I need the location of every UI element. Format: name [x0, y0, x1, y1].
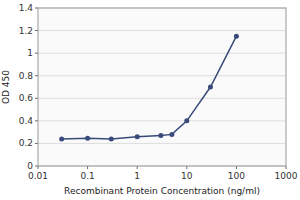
grid-line — [38, 120, 286, 121]
line — [62, 36, 237, 139]
point — [59, 136, 64, 141]
x-tick-label: 0.1 — [80, 171, 94, 181]
y-tick-label: 0.6 — [19, 93, 34, 103]
point — [169, 132, 174, 137]
x-tick-label: 1 — [134, 171, 140, 181]
point — [135, 134, 140, 139]
grid-line — [38, 75, 286, 76]
point — [158, 133, 163, 138]
grid-line — [38, 98, 286, 99]
y-tick-label: 0.4 — [19, 116, 34, 126]
y-tick-label: 1.4 — [19, 3, 34, 13]
point — [109, 136, 114, 141]
y-tick-label: 0 — [27, 161, 33, 171]
grid-line — [38, 143, 286, 144]
plot-background — [38, 8, 286, 166]
y-tick-label: 1 — [27, 48, 33, 58]
point — [234, 34, 239, 39]
grid-line — [38, 53, 286, 54]
grid-line — [38, 30, 286, 31]
x-tick-label: 100 — [228, 171, 245, 181]
y-tick-label: 0.2 — [19, 138, 33, 148]
x-tick-label: 0.01 — [28, 171, 48, 181]
x-tick-label: 1000 — [275, 171, 298, 181]
y-tick-label: 1.2 — [19, 26, 33, 36]
point — [208, 85, 213, 90]
x-axis-label: Recombinant Protein Concentration (ng/ml… — [64, 186, 260, 196]
y-tick-label: 0.8 — [19, 71, 34, 81]
point — [85, 136, 90, 141]
point — [184, 118, 189, 123]
y-axis-label: OD 450 — [1, 70, 11, 104]
plot-frame — [38, 8, 286, 166]
series-group — [59, 34, 239, 142]
chart-container: 0 0.2 0.4 0.6 0.8 1 1.2 1.4 0.01 0.1 1 10 100 1000 Rec… — [0, 0, 300, 200]
x-tick-label: 10 — [181, 171, 193, 181]
chart-svg: 0 0.2 0.4 0.6 0.8 1 1.2 1.4 0.01 0.1 1 10 100 1000 Rec… — [0, 0, 300, 200]
